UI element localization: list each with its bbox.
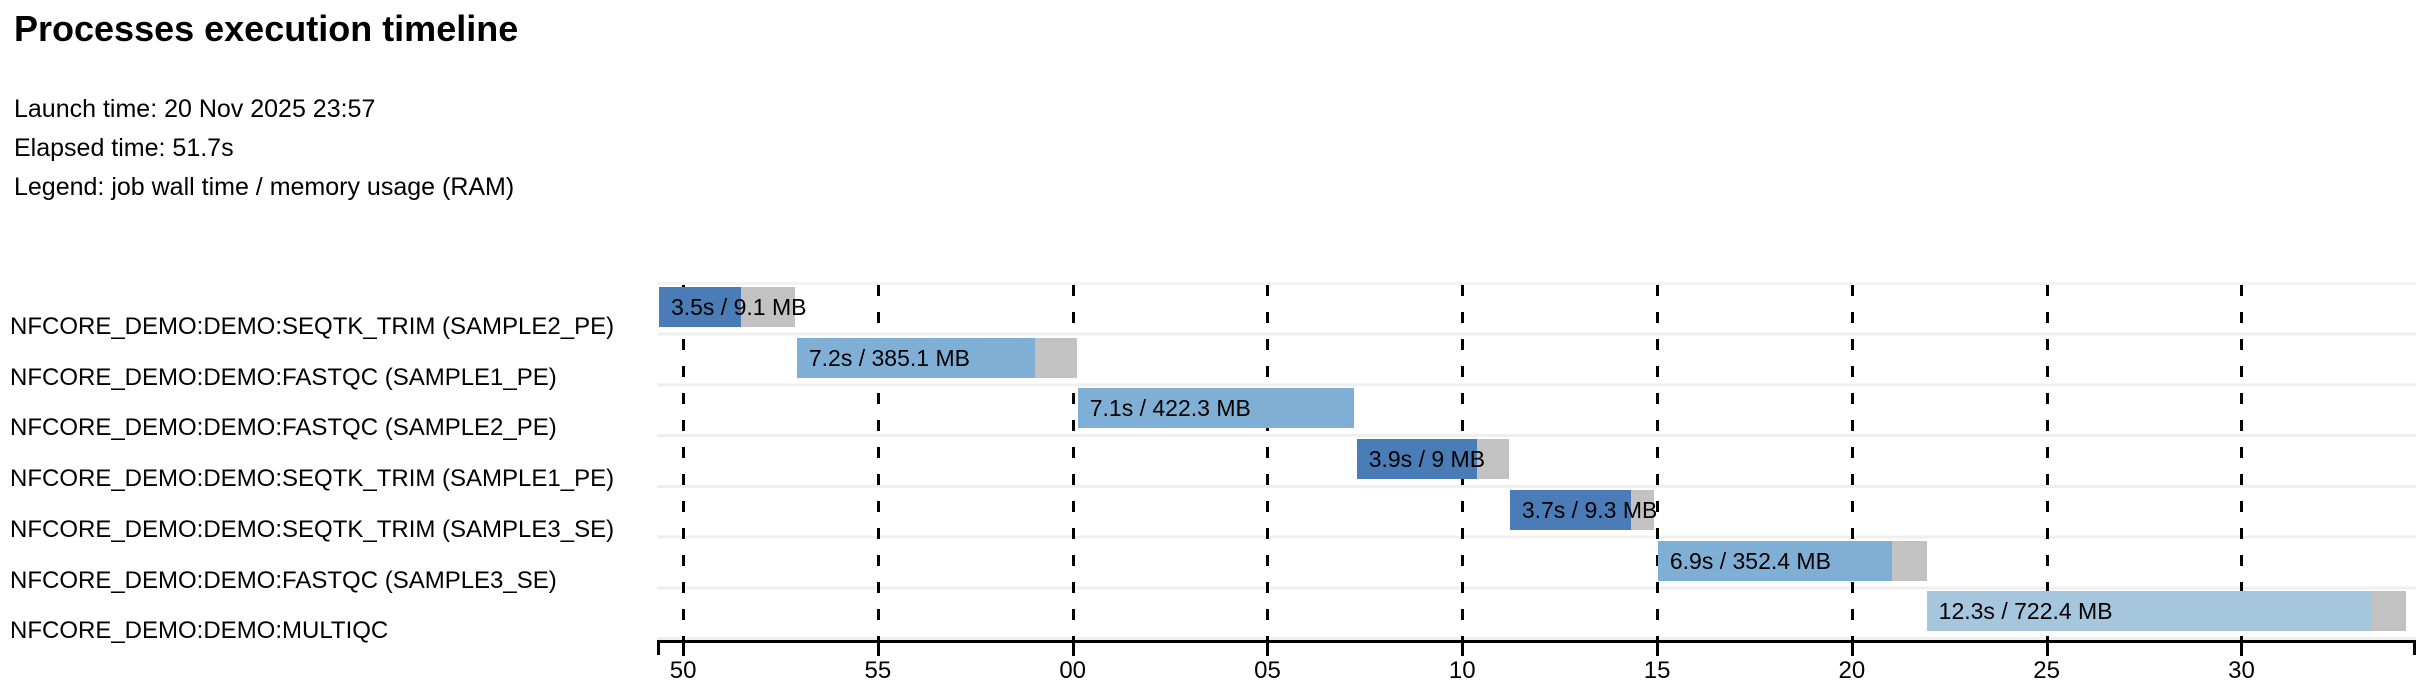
axis-tick-label: 15 bbox=[1643, 657, 1671, 684]
process-label: NFCORE_DEMO:DEMO:FASTQC (SAMPLE3_SE) bbox=[10, 566, 557, 594]
gridline bbox=[1071, 285, 1075, 640]
axis-tick-mark bbox=[2045, 643, 2049, 656]
axis-tick-label: 30 bbox=[2228, 657, 2255, 684]
x-axis-right-cap bbox=[2413, 640, 2416, 655]
task-bar-label: 7.2s / 385.1 MB bbox=[808, 344, 970, 371]
launch-time-text: Launch time: 20 Nov 2025 23:57 bbox=[14, 95, 376, 123]
process-label: NFCORE_DEMO:DEMO:SEQTK_TRIM (SAMPLE1_PE) bbox=[10, 465, 615, 493]
axis-tick-mark bbox=[1656, 643, 1660, 656]
page-title: Processes execution timeline bbox=[14, 8, 519, 49]
process-label: NFCORE_DEMO:DEMO:SEQTK_TRIM (SAMPLE2_PE) bbox=[10, 313, 615, 340]
x-axis-line bbox=[657, 640, 2416, 643]
task-bar: 3.7s / 9.3 MB bbox=[1509, 489, 1657, 530]
legend-text: Legend: job wall time / memory usage (RA… bbox=[14, 173, 515, 201]
gridline bbox=[682, 285, 686, 640]
axis-tick-mark bbox=[1266, 643, 1270, 656]
axis-tick-mark bbox=[682, 643, 686, 656]
task-bar: 12.3s / 722.4 MB bbox=[1926, 591, 2406, 632]
axis-tick-mark bbox=[1850, 643, 1854, 656]
task-bar-label: 12.3s / 722.4 MB bbox=[1938, 598, 2113, 625]
process-label: NFCORE_DEMO:DEMO:FASTQC (SAMPLE2_PE) bbox=[10, 414, 557, 442]
gridline bbox=[1656, 285, 1660, 640]
task-bar: 7.1s / 422.3 MB bbox=[1077, 388, 1355, 429]
axis-tick-label: 20 bbox=[1838, 657, 1866, 684]
task-bar-label: 7.1s / 422.3 MB bbox=[1089, 395, 1251, 422]
x-axis-left-cap bbox=[657, 640, 660, 655]
axis-tick-label: 00 bbox=[1059, 657, 1087, 684]
task-bar-label: 6.9s / 352.4 MB bbox=[1669, 547, 1831, 574]
gridline bbox=[1850, 285, 1854, 640]
axis-tick-label: 10 bbox=[1448, 657, 1476, 684]
timeline-plot: 3.5s / 9.1 MB 7.2s / 385.1 MB 7.1s / 422… bbox=[657, 282, 2416, 684]
task-bar-label: 3.5s / 9.1 MB bbox=[670, 294, 807, 320]
task-bar-label: 3.9s / 9 MB bbox=[1368, 446, 1486, 473]
task-bar: 3.5s / 9.1 MB bbox=[658, 287, 806, 327]
task-bar: 3.9s / 9 MB bbox=[1356, 439, 1509, 480]
task-bar-run bbox=[1077, 388, 1355, 429]
task-bar-run bbox=[1926, 591, 2371, 632]
gridline bbox=[1266, 285, 1270, 640]
axis-tick-label: 05 bbox=[1254, 657, 1281, 684]
axis-tick-mark bbox=[876, 643, 880, 656]
process-label: NFCORE_DEMO:DEMO:FASTQC (SAMPLE1_PE) bbox=[10, 363, 557, 391]
gridline bbox=[2045, 285, 2049, 640]
task-bar-run bbox=[796, 337, 1035, 378]
task-bar: 7.2s / 385.1 MB bbox=[796, 337, 1078, 378]
report-meta: Launch time: 20 Nov 2025 23:57 Elapsed t… bbox=[14, 90, 514, 207]
gridline bbox=[876, 285, 880, 640]
task-bar: 6.9s / 352.4 MB bbox=[1657, 540, 1927, 581]
axis-tick-mark bbox=[2240, 643, 2244, 656]
gridline bbox=[2240, 285, 2244, 640]
task-bar-run bbox=[1657, 540, 1892, 581]
axis-tick-mark bbox=[1461, 643, 1465, 656]
task-bar-run bbox=[1356, 439, 1478, 480]
task-bar-run bbox=[1509, 489, 1631, 530]
process-label: NFCORE_DEMO:DEMO:SEQTK_TRIM (SAMPLE3_SE) bbox=[10, 515, 615, 543]
axis-tick-label: 55 bbox=[864, 657, 892, 684]
process-label: NFCORE_DEMO:DEMO:MULTIQC bbox=[10, 617, 389, 645]
task-bar-label: 3.7s / 9.3 MB bbox=[1521, 496, 1658, 523]
axis-tick-label: 25 bbox=[2033, 657, 2061, 684]
elapsed-time-text: Elapsed time: 51.7s bbox=[14, 134, 234, 162]
task-bar-run bbox=[658, 287, 741, 327]
axis-tick-mark bbox=[1071, 643, 1075, 656]
axis-tick-label: 50 bbox=[669, 657, 697, 684]
